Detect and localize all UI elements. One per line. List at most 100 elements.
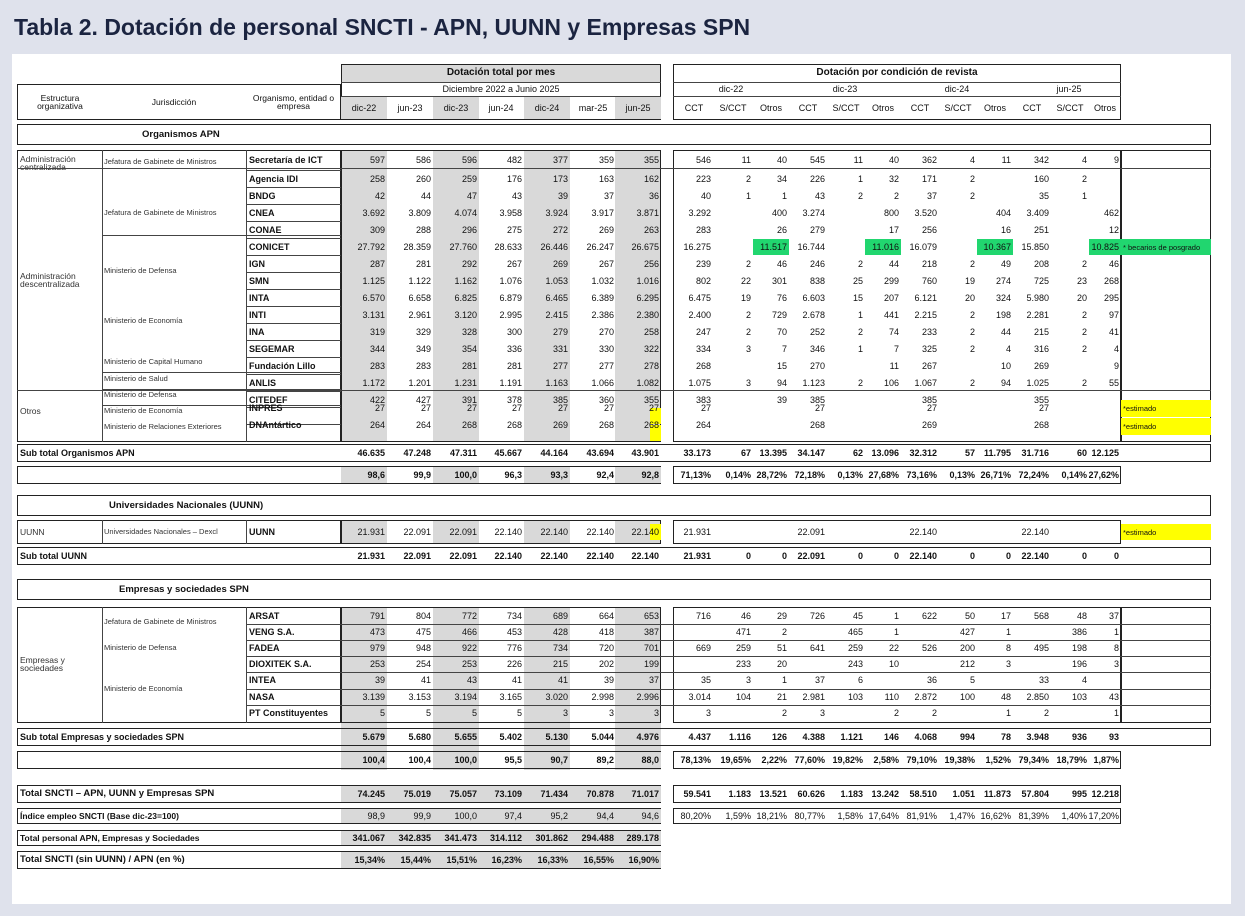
rev-value: 215 xyxy=(1033,326,1049,337)
rev-value: 17,64% xyxy=(868,810,899,821)
total-value: 89,2 xyxy=(596,754,614,765)
total-value: 1.066 xyxy=(591,377,614,388)
rev-value: 18,21% xyxy=(756,810,787,821)
total-value: 734 xyxy=(552,643,568,653)
rev-value: 269 xyxy=(921,419,937,430)
rev-value: 362 xyxy=(921,154,937,165)
rev-value xyxy=(939,358,977,374)
label-adm-centralizada: Administración centralizada xyxy=(20,153,76,172)
total-value: 15,44% xyxy=(400,854,431,865)
rev-value: 59.541 xyxy=(683,788,711,799)
total-value: 475 xyxy=(415,627,431,637)
month-header: dic-22 xyxy=(341,97,387,119)
rev-value: 2 xyxy=(781,708,787,718)
rev-value xyxy=(713,524,753,540)
rev-value: 385 xyxy=(921,394,937,405)
rev-value: 462 xyxy=(1103,207,1119,218)
subtotal-apn-label: Sub total Organismos APN xyxy=(20,447,135,458)
rev-value: 81,91% xyxy=(906,810,937,821)
rev-value xyxy=(977,188,1013,204)
total-value: 272 xyxy=(552,224,568,235)
juris-jgm-desc: Jefatura de Gabinete de Ministros xyxy=(104,208,217,218)
total-value: 16,33% xyxy=(537,854,568,865)
row-line xyxy=(246,357,341,358)
rev-value: 15.850 xyxy=(1021,241,1049,252)
rev-col-header: CCT xyxy=(798,102,818,113)
rev-value: 44 xyxy=(888,258,899,269)
rev-value: 1,52% xyxy=(985,754,1011,765)
rev-value: 106 xyxy=(883,377,899,388)
total-value: 1.163 xyxy=(545,377,568,388)
total-value: 41 xyxy=(420,675,431,685)
total-value: 300 xyxy=(506,326,522,337)
total-value: 296 xyxy=(461,224,477,235)
total-value: 3.165 xyxy=(499,692,522,702)
rev-value: 16.744 xyxy=(797,241,825,252)
rev-period-header: jun-25 xyxy=(1056,84,1082,94)
total-col-band xyxy=(433,607,479,770)
rev-value xyxy=(865,673,901,688)
rev-value: 46 xyxy=(1108,258,1119,269)
total-value: 100,0 xyxy=(454,754,477,765)
spn-notes-box xyxy=(1121,607,1211,723)
total-value: 586 xyxy=(415,154,431,165)
total-value: 275 xyxy=(506,224,522,235)
rev-value: 5 xyxy=(969,675,975,685)
total-value: 5.655 xyxy=(454,731,477,742)
total-value: 44.164 xyxy=(540,447,568,458)
rev-value: 1 xyxy=(857,309,863,320)
total-value: 329 xyxy=(415,326,431,337)
rev-value: 72,18% xyxy=(794,469,825,480)
rev-value: 40 xyxy=(776,154,787,165)
pct-spn-rev-box xyxy=(673,751,1121,769)
total-value: 328 xyxy=(461,326,477,337)
total-value: 289.178 xyxy=(626,832,659,843)
col-line xyxy=(102,520,103,544)
total-value: 27 xyxy=(511,402,522,413)
label-uunn: UUNN xyxy=(20,526,45,537)
row-line xyxy=(246,391,341,392)
rev-col-header: CCT xyxy=(684,102,704,113)
indice-label: Índice empleo SNCTI (Base dic-23=100) xyxy=(20,810,179,821)
rev-value xyxy=(939,400,977,416)
rev-value: 1.051 xyxy=(952,788,975,799)
total-value: 22.091 xyxy=(403,526,431,537)
rev-value xyxy=(827,400,865,416)
total-value: 277 xyxy=(598,360,614,371)
rev-value xyxy=(827,524,865,540)
rev-value xyxy=(939,239,977,255)
page-title: Tabla 2. Dotación de personal SNCTI - AP… xyxy=(14,14,751,40)
total-value: 21.931 xyxy=(357,526,385,537)
rev-value: 13.096 xyxy=(871,447,899,458)
total-value: 37 xyxy=(603,190,614,201)
rev-value: 471 xyxy=(735,627,751,637)
total-value: 377 xyxy=(552,154,568,165)
total-value: 99,9 xyxy=(413,469,431,480)
rev-value: 26,71% xyxy=(980,469,1011,480)
total-value: 268 xyxy=(643,419,659,430)
rev-value: 2 xyxy=(781,627,787,637)
rev-value xyxy=(827,358,865,374)
rev-value xyxy=(1051,222,1089,238)
rev-value: 545 xyxy=(809,154,825,165)
rev-value: 3.292 xyxy=(688,207,711,218)
rev-value: 19 xyxy=(964,275,975,286)
rev-value: 29 xyxy=(776,611,787,621)
org-name-intea: INTEA xyxy=(249,675,276,685)
rev-value: 274 xyxy=(995,275,1011,286)
rev-value: 7 xyxy=(893,343,899,354)
total-value: 344 xyxy=(369,343,385,354)
total-value: 3.020 xyxy=(545,692,568,702)
total-value: 301.862 xyxy=(535,832,568,843)
total-value: 43 xyxy=(466,675,477,685)
rev-value: 2 xyxy=(1081,377,1087,388)
total-value: 100,0 xyxy=(454,810,477,821)
note-uunn: *estimado xyxy=(1123,527,1157,537)
org-name-fadea: FADEA xyxy=(249,643,280,653)
rev-value: 46 xyxy=(740,611,751,621)
rev-value: 1 xyxy=(857,343,863,354)
rev-value: 1,59% xyxy=(725,810,751,821)
total-col-band xyxy=(341,150,387,442)
rev-value: 1 xyxy=(1081,190,1087,201)
row-line xyxy=(246,306,341,307)
